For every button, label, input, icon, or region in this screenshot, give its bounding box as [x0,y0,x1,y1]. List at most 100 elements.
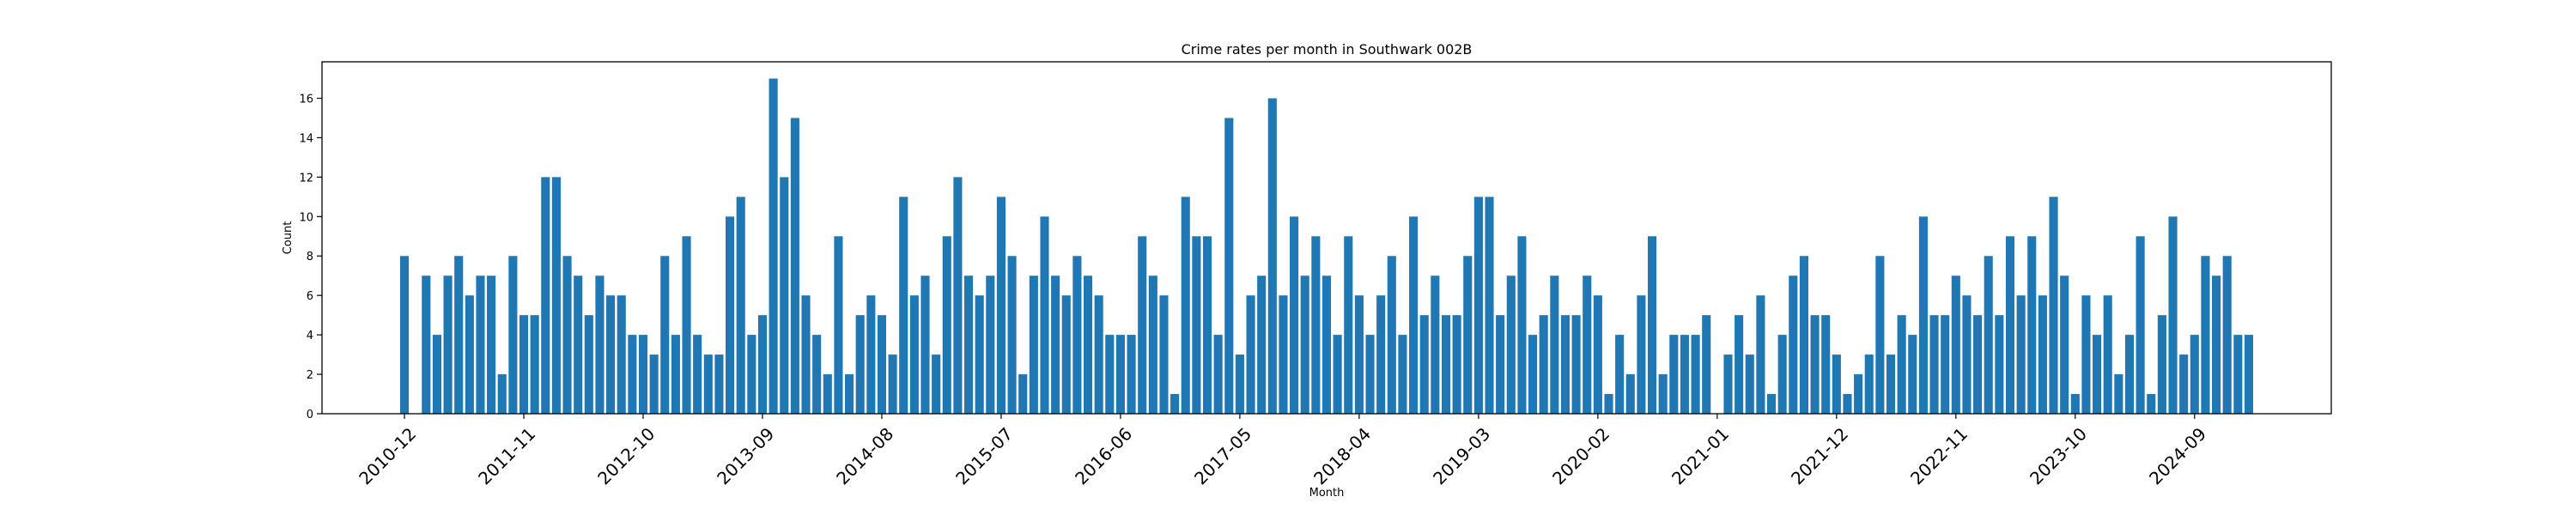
bar [1962,295,1971,414]
bar [1539,315,1548,414]
bar [899,197,908,414]
bar [1159,295,1169,414]
bar [1929,315,1939,414]
x-tick-label: 2021-12 [1787,423,1852,488]
bar [2136,236,2145,414]
bar [1821,315,1831,414]
bar [1528,335,1538,414]
bar [2038,295,2047,414]
bar [1604,394,1613,414]
bar [996,197,1006,414]
bar [823,374,832,414]
bar [1279,295,1288,414]
bar [595,276,605,414]
bar [487,276,496,414]
bar [747,335,756,414]
bar [1637,295,1646,414]
bar [1875,256,1885,414]
bar [1485,197,1494,414]
bar [942,236,951,414]
bar [2005,236,2015,414]
bar [584,315,593,414]
x-tick-label: 2015-07 [951,423,1017,488]
bar [855,315,865,414]
bar [1115,335,1125,414]
y-tick-label: 10 [299,211,313,224]
bar [1051,276,1060,414]
bar [1170,394,1180,414]
bar [1735,315,1744,414]
bar [1571,315,1581,414]
bar [1181,197,1190,414]
bar [2222,256,2232,414]
bar [1365,335,1375,414]
bar [1941,315,1950,414]
bar [2233,335,2243,414]
bar [1018,374,1028,414]
bar [1094,295,1103,414]
bar [2060,276,2069,414]
bar [2201,256,2210,414]
bar [660,256,670,414]
x-tick-label: 2010-12 [355,423,420,488]
bar [530,315,539,414]
bar [2190,335,2199,414]
bar [1550,276,1559,414]
bar [2168,216,2178,414]
bar [628,335,637,414]
bar [1007,256,1017,414]
bar [2212,276,2221,414]
bar [1235,354,1244,414]
bar [2244,335,2254,414]
x-tick-label: 2012-10 [593,423,659,488]
bar [1669,335,1679,414]
bar [1300,276,1309,414]
bar [1625,374,1635,414]
y-tick-label: 4 [307,330,313,342]
bar [1333,335,1342,414]
bar [812,335,822,414]
bar [1766,394,1777,414]
bar [1886,354,1896,414]
bar [1691,335,1700,414]
bar [1647,236,1657,414]
bar [1918,216,1928,414]
bar [2103,295,2112,414]
bar [1658,374,1668,414]
bar [1290,216,1299,414]
bar [1224,118,1234,414]
bar [909,295,919,414]
x-axis-label: Month [1309,487,1345,500]
bar [703,354,713,414]
bar [1593,295,1602,414]
x-tick-label: 2024-09 [2145,423,2210,488]
bar [1756,295,1765,414]
bar [1473,197,1483,414]
plot-frame [321,61,2332,415]
bar [1951,276,1960,414]
x-tick-label: 2011-11 [474,423,539,488]
bar [1560,315,1571,414]
bar [541,177,550,414]
bar [1984,256,1993,414]
bar [1398,335,1407,414]
y-axis-ticks: 0 2 4 6 8 10 12 14 16 [299,93,322,421]
bar [476,276,485,414]
bar [1441,315,1451,414]
x-tick-label: 2017-05 [1190,423,1255,488]
bar [963,276,974,414]
bar [617,295,626,414]
bar [1583,276,1592,414]
bar [1354,295,1364,414]
bar [2157,315,2166,414]
x-axis-ticks: 2010-12 2011-11 2012-10 2013-09 2014-08 2015-… [355,414,2210,488]
bar [551,177,561,414]
bar [1745,354,1754,414]
y-tick-label: 14 [299,132,313,145]
x-tick-label: 2022-11 [1906,423,1971,488]
bar [1680,335,1690,414]
bar [1105,335,1115,414]
x-tick-label: 2021-01 [1668,423,1733,488]
bar [1506,276,1516,414]
bar [1072,256,1082,414]
